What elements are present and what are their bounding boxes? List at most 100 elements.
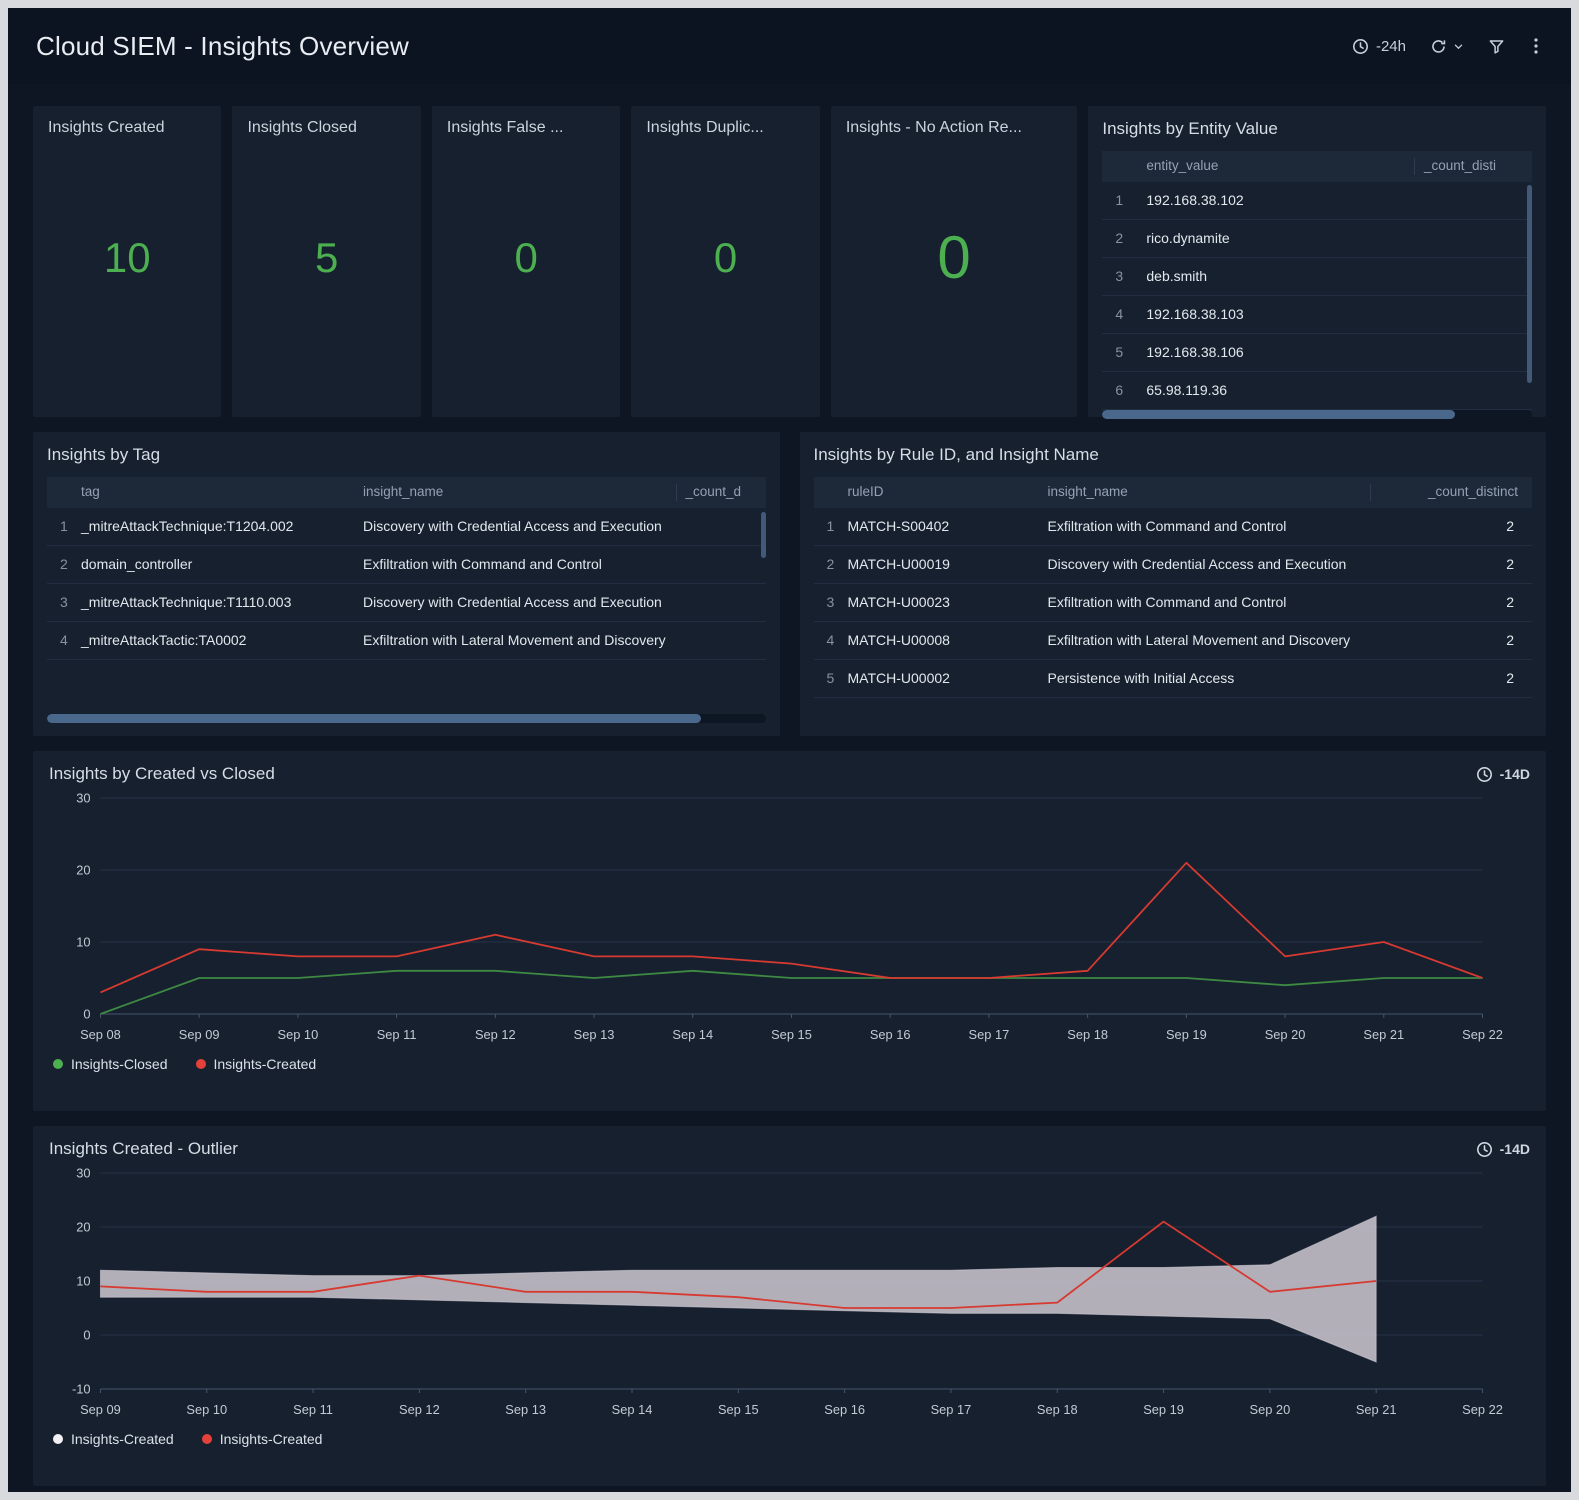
count-cell: 2 (1506, 556, 1514, 572)
stat-panel-insights-created: Insights Created 10 (33, 106, 222, 417)
entity-value-cell: deb.smith (1146, 268, 1208, 284)
clock-icon (1476, 766, 1492, 782)
entity-value-cell: 192.168.38.102 (1146, 192, 1244, 208)
svg-text:Sep 20: Sep 20 (1265, 1027, 1306, 1042)
horizontal-scrollbar[interactable] (1102, 410, 1532, 419)
chart-legend: Insights-Closed Insights-Created (49, 1048, 1530, 1072)
stat-panel-insights-false: Insights False ... 0 (431, 106, 621, 417)
row-index: 5 (826, 670, 835, 686)
legend-dot (53, 1059, 63, 1069)
svg-text:Sep 12: Sep 12 (475, 1027, 516, 1042)
legend-item-outlier-band[interactable]: Insights-Created (53, 1431, 174, 1447)
svg-text:Sep 22: Sep 22 (1462, 1027, 1503, 1042)
svg-text:20: 20 (76, 862, 90, 877)
rule-id-cell: MATCH-U00019 (847, 556, 950, 572)
svg-text:10: 10 (76, 1273, 90, 1288)
vertical-scrollbar-thumb[interactable] (1526, 185, 1532, 383)
panel-time-range[interactable]: -14D (1476, 1141, 1530, 1158)
dashboard-header: Cloud SIEM - Insights Overview -24h (8, 8, 1571, 84)
svg-text:Sep 11: Sep 11 (293, 1402, 333, 1417)
svg-text:Sep 13: Sep 13 (574, 1027, 615, 1042)
column-header-count[interactable]: _count_disti (1413, 158, 1532, 175)
kebab-menu-button[interactable] (1529, 37, 1543, 55)
count-cell: 2 (1506, 670, 1514, 686)
svg-text:20: 20 (76, 1219, 90, 1234)
svg-text:0: 0 (83, 1006, 90, 1021)
entity-value-cell: 65.98.119.36 (1146, 382, 1228, 398)
legend-label: Insights-Created (213, 1056, 317, 1072)
stat-label: Insights - No Action Re... (845, 119, 1022, 136)
tag-cell: _mitreAttackTactic:TA0002 (81, 632, 247, 648)
filter-button[interactable] (1488, 38, 1505, 55)
column-header-rule-id[interactable]: ruleID (847, 484, 884, 500)
panel-header: Insights Created - Outlier -14D (49, 1139, 1530, 1159)
column-header-tag[interactable]: tag (81, 484, 100, 500)
stat-value: 0 (514, 233, 538, 281)
panel-title: Insights by Tag (47, 445, 161, 464)
svg-text:30: 30 (76, 1165, 90, 1180)
refresh-button[interactable] (1430, 38, 1464, 55)
legend-item-insights-created[interactable]: Insights-Created (201, 1431, 322, 1447)
panel-time-range[interactable]: -14D (1476, 766, 1530, 783)
panel-title: Insights by Rule ID, and Insight Name (813, 445, 1099, 464)
horizontal-scrollbar-thumb[interactable] (1102, 410, 1455, 419)
legend-dot (53, 1434, 63, 1444)
insight-name-cell: Persistence with Initial Access (1047, 670, 1235, 686)
column-header-insight-name[interactable]: insight_name (363, 484, 444, 500)
row-index: 2 (826, 556, 835, 572)
created-vs-closed-line-chart[interactable]: 0 10 20 30 Sep 08 Sep 09 Sep 10 Sep 11 Sep 12 Sep… (49, 786, 1530, 1048)
row-index: 6 (1115, 382, 1124, 398)
entity-value-cell: rico.dynamite (1146, 230, 1230, 246)
column-header-count[interactable]: _count_d (675, 484, 766, 501)
horizontal-scrollbar-thumb[interactable] (47, 714, 701, 723)
svg-text:Sep 17: Sep 17 (969, 1027, 1010, 1042)
horizontal-scrollbar[interactable] (47, 714, 766, 723)
stat-label: Insights Created (48, 119, 165, 136)
panel-created-vs-closed: Insights by Created vs Closed -14D 0 10 20… (33, 751, 1546, 1111)
stat-label: Insights Closed (247, 119, 357, 136)
table-row: 1 MATCH-S00402 Exfiltration with Command… (813, 508, 1532, 546)
legend-label: Insights-Created (71, 1431, 174, 1447)
time-range-control[interactable]: -24h (1352, 38, 1406, 55)
panel-time-range-label: -14D (1499, 766, 1530, 782)
svg-text:10: 10 (76, 934, 90, 949)
row-index: 2 (60, 556, 68, 572)
tables-row: Insights by Tag tag insight_name _count_… (33, 432, 1546, 736)
legend-item-insights-created[interactable]: Insights-Created (195, 1056, 317, 1072)
legend-item-insights-closed[interactable]: Insights-Closed (53, 1056, 168, 1072)
row-index: 3 (60, 594, 68, 610)
stat-value: 5 (315, 233, 339, 281)
kebab-icon (1534, 38, 1538, 54)
svg-text:Sep 19: Sep 19 (1166, 1027, 1207, 1042)
outlier-line-chart[interactable]: -10 0 10 20 30 Sep 09 Sep 10 Sep 11 Sep 12 Sep 13… (49, 1161, 1530, 1423)
column-header-entity-value[interactable]: entity_value (1146, 158, 1219, 174)
header-actions: -24h (1352, 37, 1543, 55)
svg-text:Sep 20: Sep 20 (1250, 1402, 1291, 1417)
row-index: 4 (1115, 306, 1124, 322)
chevron-down-icon (1454, 43, 1463, 49)
filter-icon (1489, 39, 1504, 54)
stat-label: Insights False ... (446, 119, 564, 136)
entity-value-cell: 192.168.38.103 (1146, 306, 1244, 322)
column-header-count[interactable]: _count_distinct (1370, 484, 1532, 501)
tag-cell: _mitreAttackTechnique:T1204.002 (81, 518, 294, 534)
clock-icon (1476, 1141, 1492, 1157)
svg-text:0: 0 (83, 1327, 90, 1342)
svg-text:Sep 15: Sep 15 (771, 1027, 812, 1042)
table-row: 5 MATCH-U00002 Persistence with Initial … (813, 660, 1532, 698)
column-header-insight-name[interactable]: insight_name (1047, 484, 1128, 500)
row-index: 3 (1115, 268, 1124, 284)
row-index: 1 (826, 518, 835, 534)
table-header: tag insight_name _count_d (47, 477, 766, 508)
stat-panel-insights-duplicate: Insights Duplic... 0 (631, 106, 820, 417)
svg-text:-10: -10 (72, 1381, 91, 1396)
dashboard: Cloud SIEM - Insights Overview -24h Insi… (8, 8, 1571, 1492)
svg-text:Sep 13: Sep 13 (505, 1402, 546, 1417)
table-row: 3 deb.smith (1102, 258, 1532, 296)
svg-text:Sep 18: Sep 18 (1067, 1027, 1108, 1042)
svg-text:Sep 21: Sep 21 (1356, 1402, 1397, 1417)
tag-table: tag insight_name _count_d 1 _mitreAttack… (47, 477, 766, 723)
time-range-label: -24h (1375, 37, 1406, 55)
table-header: entity_value _count_disti (1102, 151, 1532, 182)
vertical-scrollbar-thumb[interactable] (760, 512, 766, 558)
